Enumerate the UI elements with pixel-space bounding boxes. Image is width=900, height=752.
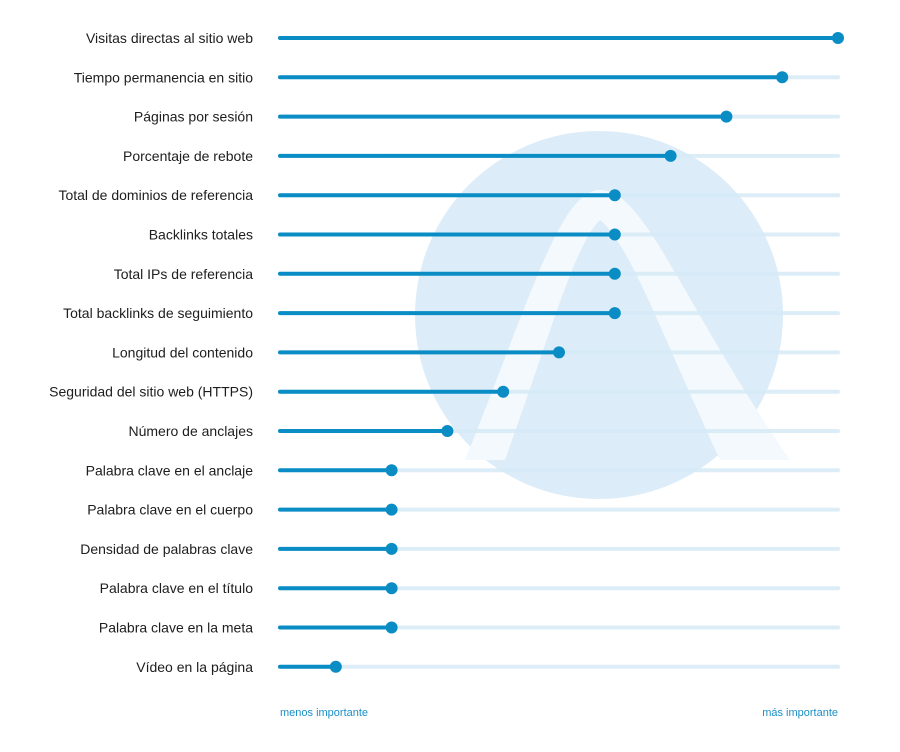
chart-row: Densidad de palabras clave — [80, 541, 840, 557]
category-label: Backlinks totales — [149, 227, 253, 243]
value-point — [441, 425, 454, 437]
category-label: Longitud del contenido — [112, 344, 253, 360]
chart-row: Seguridad del sitio web (HTTPS) — [49, 384, 840, 400]
category-label: Visitas directas al sitio web — [86, 30, 253, 46]
chart-row: Páginas por sesión — [134, 109, 840, 125]
chart-row: Palabra clave en el cuerpo — [87, 502, 840, 518]
chart-row: Palabra clave en el título — [100, 580, 840, 596]
category-label: Seguridad del sitio web (HTTPS) — [49, 384, 253, 400]
category-label: Total IPs de referencia — [114, 266, 254, 282]
value-point — [832, 32, 844, 44]
category-label: Densidad de palabras clave — [80, 541, 253, 557]
value-point — [608, 267, 621, 280]
value-point — [329, 660, 342, 673]
value-point — [776, 71, 789, 84]
value-point — [385, 464, 398, 477]
category-label: Palabra clave en el cuerpo — [87, 502, 253, 518]
chart-row: Tiempo permanencia en sitio — [74, 69, 840, 85]
chart-row: Porcentaje de rebote — [123, 148, 840, 164]
chart-row: Total IPs de referencia — [114, 266, 840, 282]
value-point — [385, 503, 398, 516]
category-label: Tiempo permanencia en sitio — [74, 69, 253, 85]
category-label: Vídeo en la página — [136, 659, 253, 675]
chart-row: Palabra clave en el anclaje — [86, 462, 840, 478]
chart-rows: Visitas directas al sitio web Tiempo perm… — [49, 30, 844, 675]
value-point — [385, 582, 398, 595]
chart-row: Número de anclajes — [128, 423, 840, 439]
chart-row: Visitas directas al sitio web — [86, 30, 844, 46]
value-point — [385, 542, 398, 555]
category-label: Total backlinks de seguimiento — [63, 305, 253, 321]
axis-max-label: más importante — [762, 707, 838, 719]
value-point — [608, 307, 621, 320]
category-label: Palabra clave en la meta — [99, 620, 253, 636]
category-label: Palabra clave en el título — [100, 580, 254, 596]
value-point — [664, 149, 677, 162]
chart-row: Longitud del contenido — [112, 344, 840, 360]
category-label: Palabra clave en el anclaje — [86, 462, 254, 478]
chart-row: Backlinks totales — [149, 227, 840, 243]
category-label: Total de dominios de referencia — [58, 187, 253, 203]
value-point — [497, 385, 510, 398]
category-label: Porcentaje de rebote — [123, 148, 253, 164]
value-point — [553, 346, 565, 359]
axis-min-label: menos importante — [280, 707, 368, 719]
chart-row: Total de dominios de referencia — [58, 187, 840, 203]
category-label: Número de anclajes — [128, 423, 253, 439]
chart-row: Vídeo en la página — [136, 659, 840, 675]
value-point — [608, 228, 621, 241]
chart-row: Total backlinks de seguimiento — [63, 305, 840, 321]
value-point — [720, 110, 733, 123]
category-label: Páginas por sesión — [134, 109, 253, 125]
value-point — [608, 189, 621, 202]
value-point — [385, 621, 398, 634]
chart-row: Palabra clave en la meta — [99, 620, 840, 636]
